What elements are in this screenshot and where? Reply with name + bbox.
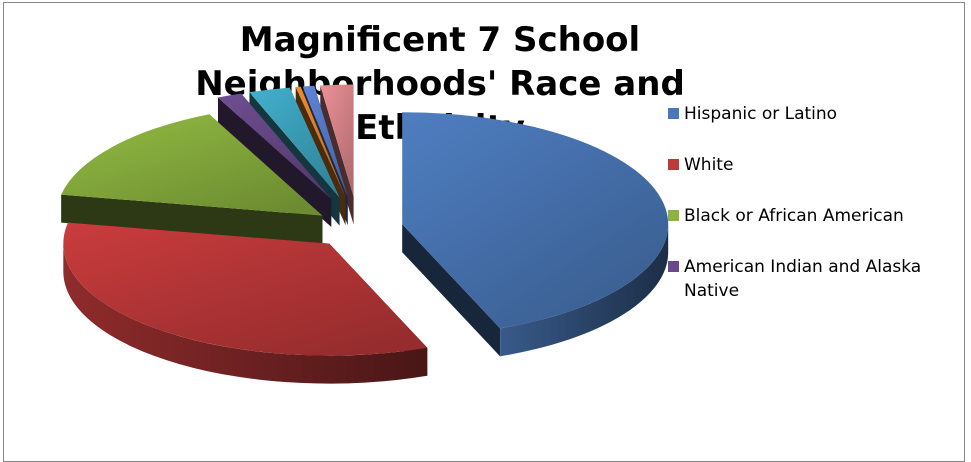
legend-item-american-indian-and-alaska-native: American Indian and Alaska Native <box>668 255 953 303</box>
legend-swatch <box>668 108 679 119</box>
legend-swatch <box>668 261 679 272</box>
pie-slice-black-or-african-american <box>61 114 323 244</box>
legend-label: Hispanic or Latino <box>684 104 838 124</box>
legend: Hispanic or Latino White Black or African … <box>668 102 953 330</box>
legend-item-white: White <box>668 153 953 177</box>
legend-label: American Indian and Alaska Native <box>684 257 922 301</box>
legend-label: Black or African American <box>684 206 904 226</box>
pie-slice-american-indian-and-alaska-native <box>217 93 332 227</box>
pie-slice-white <box>63 222 428 384</box>
legend-swatch <box>668 210 679 221</box>
legend-swatch <box>668 159 679 170</box>
legend-label: White <box>684 155 734 175</box>
legend-item-hispanic-or-latino: Hispanic or Latino <box>668 102 953 126</box>
pie-slice-hispanic-or-latino <box>402 112 669 357</box>
legend-item-black-or-african-american: Black or African American <box>668 204 953 228</box>
